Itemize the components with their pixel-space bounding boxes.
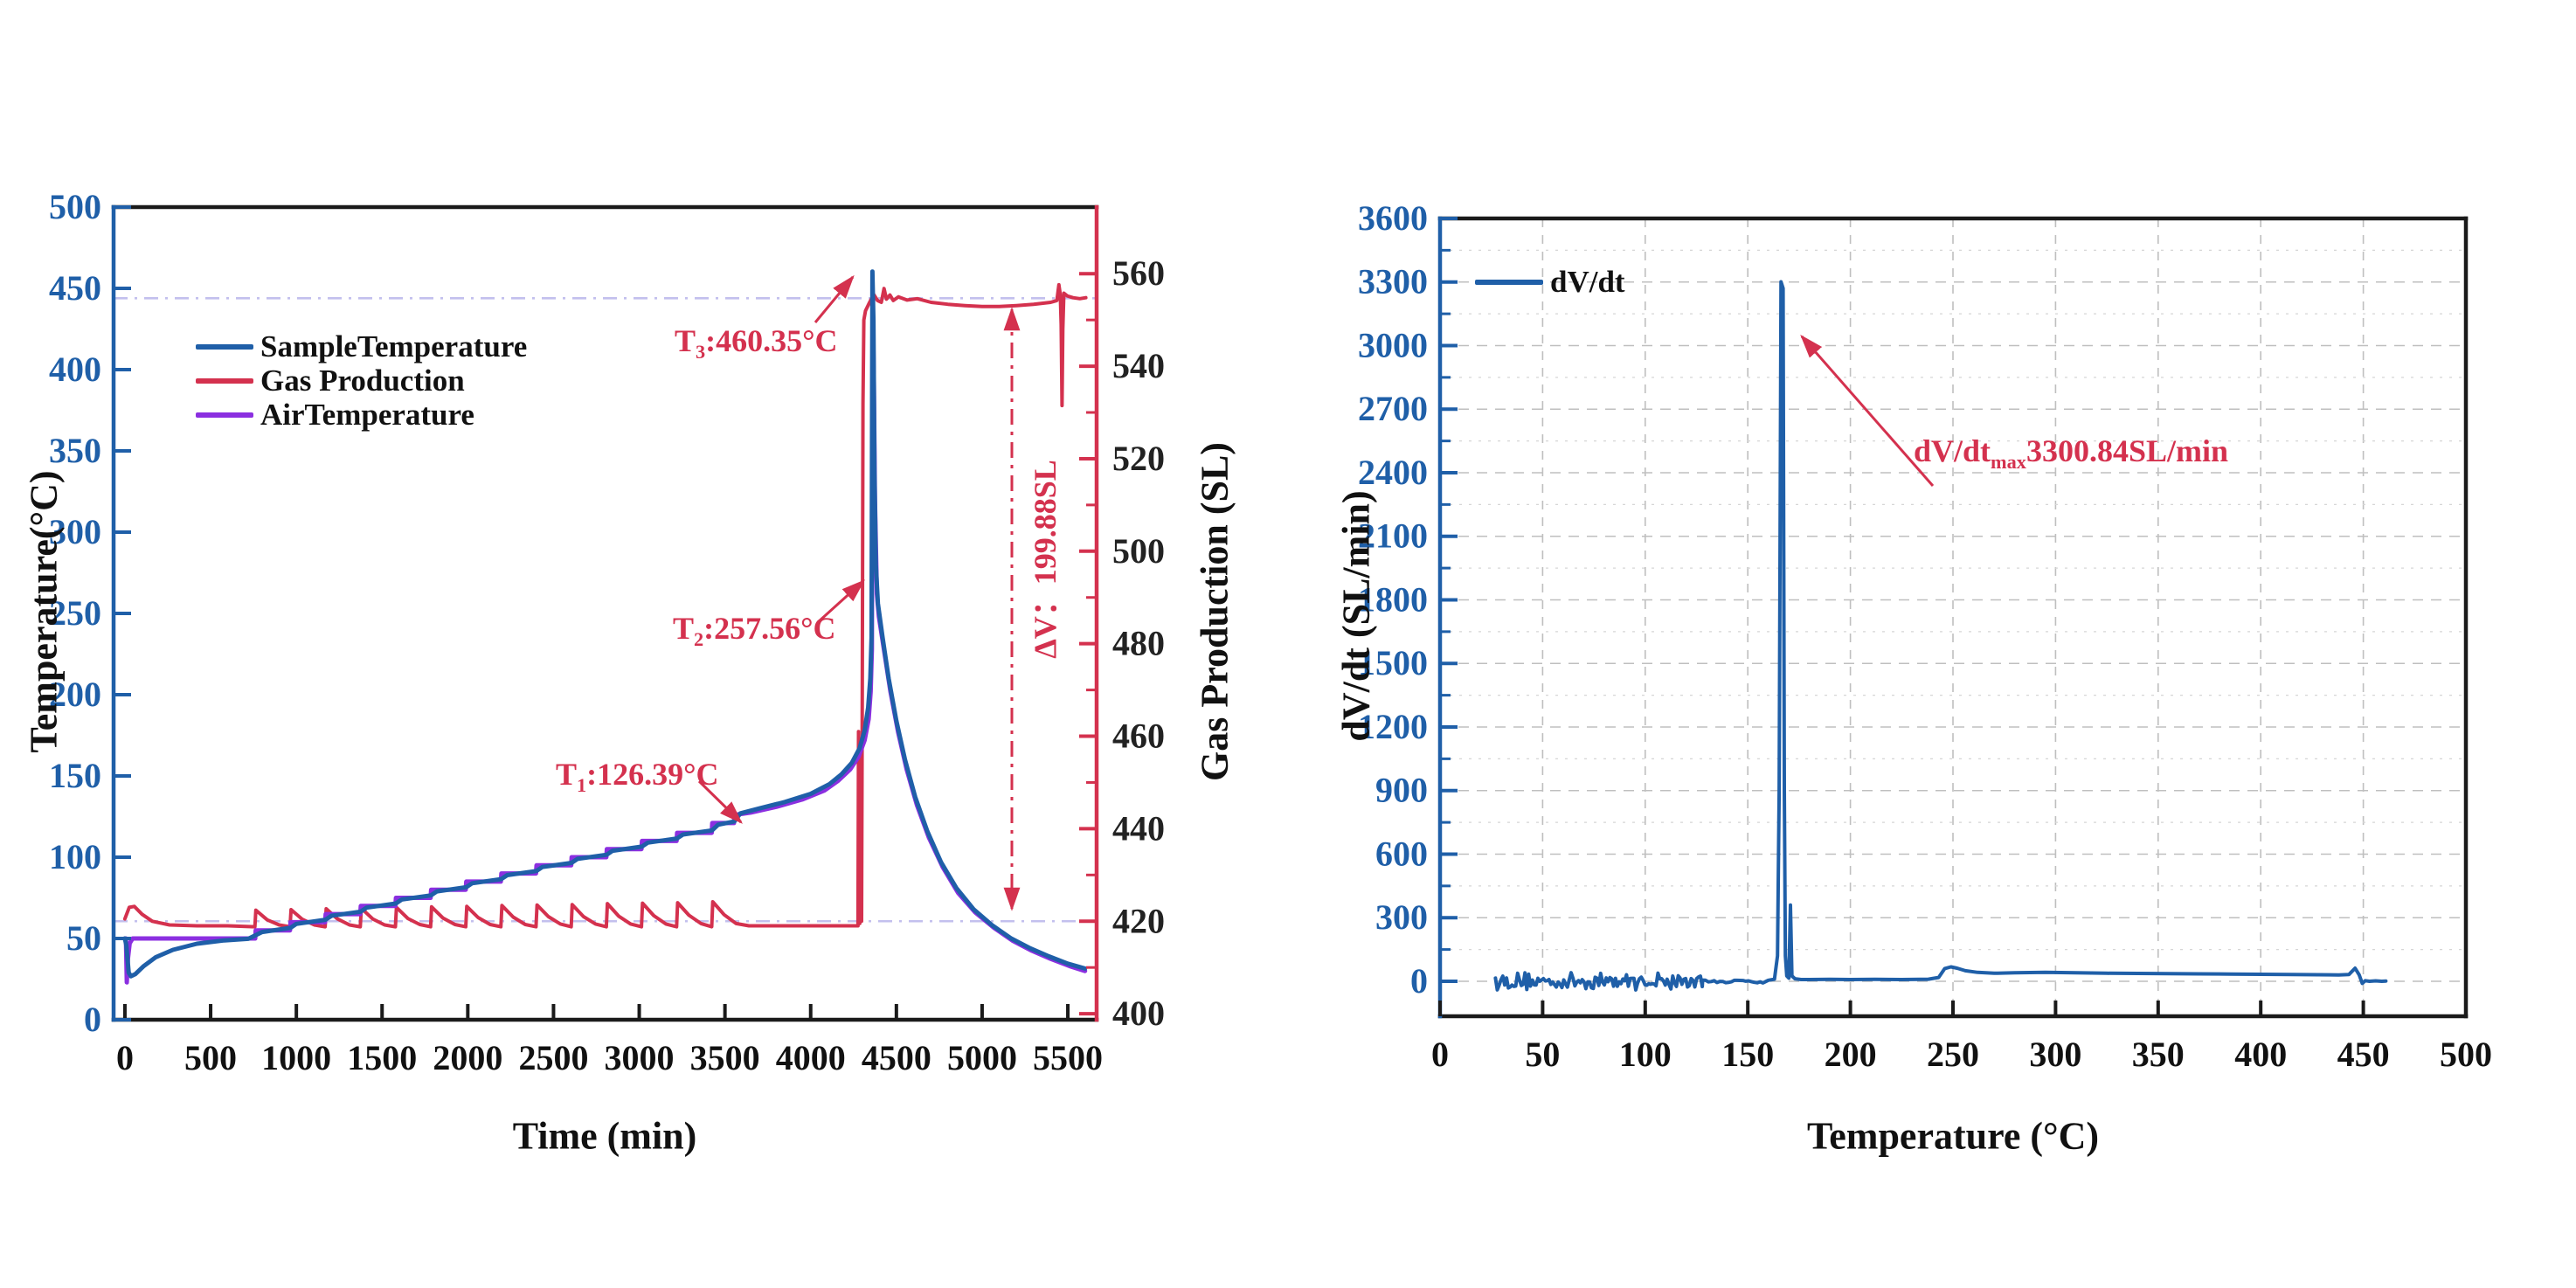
y-tick-label: 200: [49, 675, 101, 714]
left-y-axis-title: Temperature(°C): [22, 470, 66, 753]
x-tick-label: 3000: [605, 1038, 675, 1077]
y2-tick-label: 560: [1112, 253, 1165, 293]
x-tick-label: 3500: [690, 1038, 760, 1077]
dvdt-max-annotation: dV/dtmax3300.84SL/min: [1914, 433, 2228, 474]
t1-annotation: T1:126.39°C: [556, 757, 719, 797]
t2-annotation: T2:257.56°C: [673, 611, 836, 651]
dvdt-max-label-arrow: [1800, 334, 1935, 487]
legend-label: SampleTemperature: [260, 329, 528, 364]
legend-item-air-temperature: AirTemperature: [196, 398, 527, 432]
x-tick-label: 5500: [1033, 1038, 1103, 1077]
t2-label-arrow: [816, 579, 866, 624]
x-tick-label: 300: [2029, 1035, 2081, 1074]
x-tick-label: 200: [1825, 1035, 1877, 1074]
y-tick-label: 150: [49, 756, 101, 795]
legend-item-dvdt: dV/dt: [1475, 265, 1625, 299]
x-tick-label: 100: [1619, 1035, 1672, 1074]
y-tick-label: 1200: [1358, 707, 1428, 746]
y-tick-label: 2400: [1358, 453, 1428, 492]
y2-tick-label: 520: [1112, 439, 1165, 478]
y-tick-label: 0: [84, 1000, 101, 1039]
right-x-axis-title: Temperature (°C): [1806, 1114, 2100, 1158]
y2-tick-label: 440: [1112, 808, 1165, 848]
x-tick-label: 4000: [776, 1038, 846, 1077]
dvdt-line-swatch: [1475, 279, 1543, 285]
series-dv-dt: [1493, 280, 2388, 992]
left-y2-axis-title: Gas Production (SL): [1193, 442, 1236, 781]
y-tick-label: 1500: [1358, 643, 1428, 682]
x-tick-label: 500: [2440, 1035, 2492, 1074]
y2-tick-label: 460: [1112, 717, 1165, 756]
right-legend: dV/dt: [1475, 265, 1625, 299]
y-tick-label: 3300: [1358, 262, 1428, 301]
gas-production-line-swatch: [196, 377, 253, 384]
y-tick-label: 900: [1375, 771, 1428, 810]
left-x-axis-title: Time (min): [512, 1114, 697, 1158]
y-tick-label: 100: [49, 837, 101, 876]
x-tick-label: 450: [2337, 1035, 2390, 1074]
y2-tick-label: 480: [1112, 624, 1165, 663]
y-tick-label: 300: [49, 512, 101, 551]
y-tick-label: 50: [66, 918, 101, 958]
sample-temperature-line-swatch: [196, 343, 253, 350]
x-tick-label: 1500: [347, 1038, 417, 1077]
y-tick-label: 2700: [1358, 389, 1428, 428]
y-tick-label: 0: [1410, 961, 1428, 1001]
legend-label: Gas Production: [260, 364, 465, 398]
series-gas-production: [122, 282, 1088, 929]
t3-label-arrow: [814, 274, 855, 323]
t1-label-arrow: [697, 779, 743, 824]
air-temperature-line-swatch: [196, 412, 253, 418]
legend-label: AirTemperature: [260, 398, 474, 432]
x-tick-label: 2000: [433, 1038, 502, 1077]
x-tick-label: 150: [1721, 1035, 1774, 1074]
y-tick-label: 3000: [1358, 325, 1428, 364]
x-tick-label: 0: [1431, 1035, 1449, 1074]
legend-item-gas-production: Gas Production: [196, 364, 527, 398]
delta-v-annotation: ΔV：199.88SL: [1028, 460, 1063, 659]
left-legend: SampleTemperature Gas Production AirTemp…: [196, 329, 527, 432]
y-tick-label: 1800: [1358, 579, 1428, 619]
y-tick-label: 2100: [1358, 516, 1428, 556]
t3-annotation: T3:460.35°C: [675, 323, 838, 364]
legend-label: dV/dt: [1550, 265, 1625, 299]
x-tick-label: 400: [2234, 1035, 2287, 1074]
legend-item-sample-temperature: SampleTemperature: [196, 329, 527, 364]
right-y-axis-title: dV/dt (SL/min): [1334, 490, 1378, 742]
y2-tick-label: 500: [1112, 531, 1165, 571]
x-tick-label: 0: [116, 1038, 134, 1077]
y2-tick-label: 420: [1112, 901, 1165, 940]
y-tick-label: 400: [49, 350, 101, 389]
y2-tick-label: 400: [1112, 994, 1165, 1033]
y2-tick-label: 540: [1112, 346, 1165, 385]
x-tick-label: 1000: [261, 1038, 331, 1077]
x-tick-label: 250: [1927, 1035, 1979, 1074]
y-tick-label: 500: [49, 187, 101, 226]
series-sampletemperature: [122, 269, 1088, 979]
x-tick-label: 350: [2132, 1035, 2185, 1074]
x-tick-label: 5000: [947, 1038, 1017, 1077]
y-tick-label: 450: [49, 268, 101, 308]
x-tick-label: 2500: [518, 1038, 588, 1077]
y-tick-label: 600: [1375, 834, 1428, 873]
x-tick-label: 50: [1525, 1035, 1560, 1074]
y-tick-label: 350: [49, 431, 101, 470]
y-tick-label: 300: [1375, 897, 1428, 937]
y-tick-label: 250: [49, 593, 101, 633]
y-tick-label: 3600: [1358, 198, 1428, 238]
x-tick-label: 4500: [862, 1038, 931, 1077]
x-tick-label: 500: [184, 1038, 237, 1077]
